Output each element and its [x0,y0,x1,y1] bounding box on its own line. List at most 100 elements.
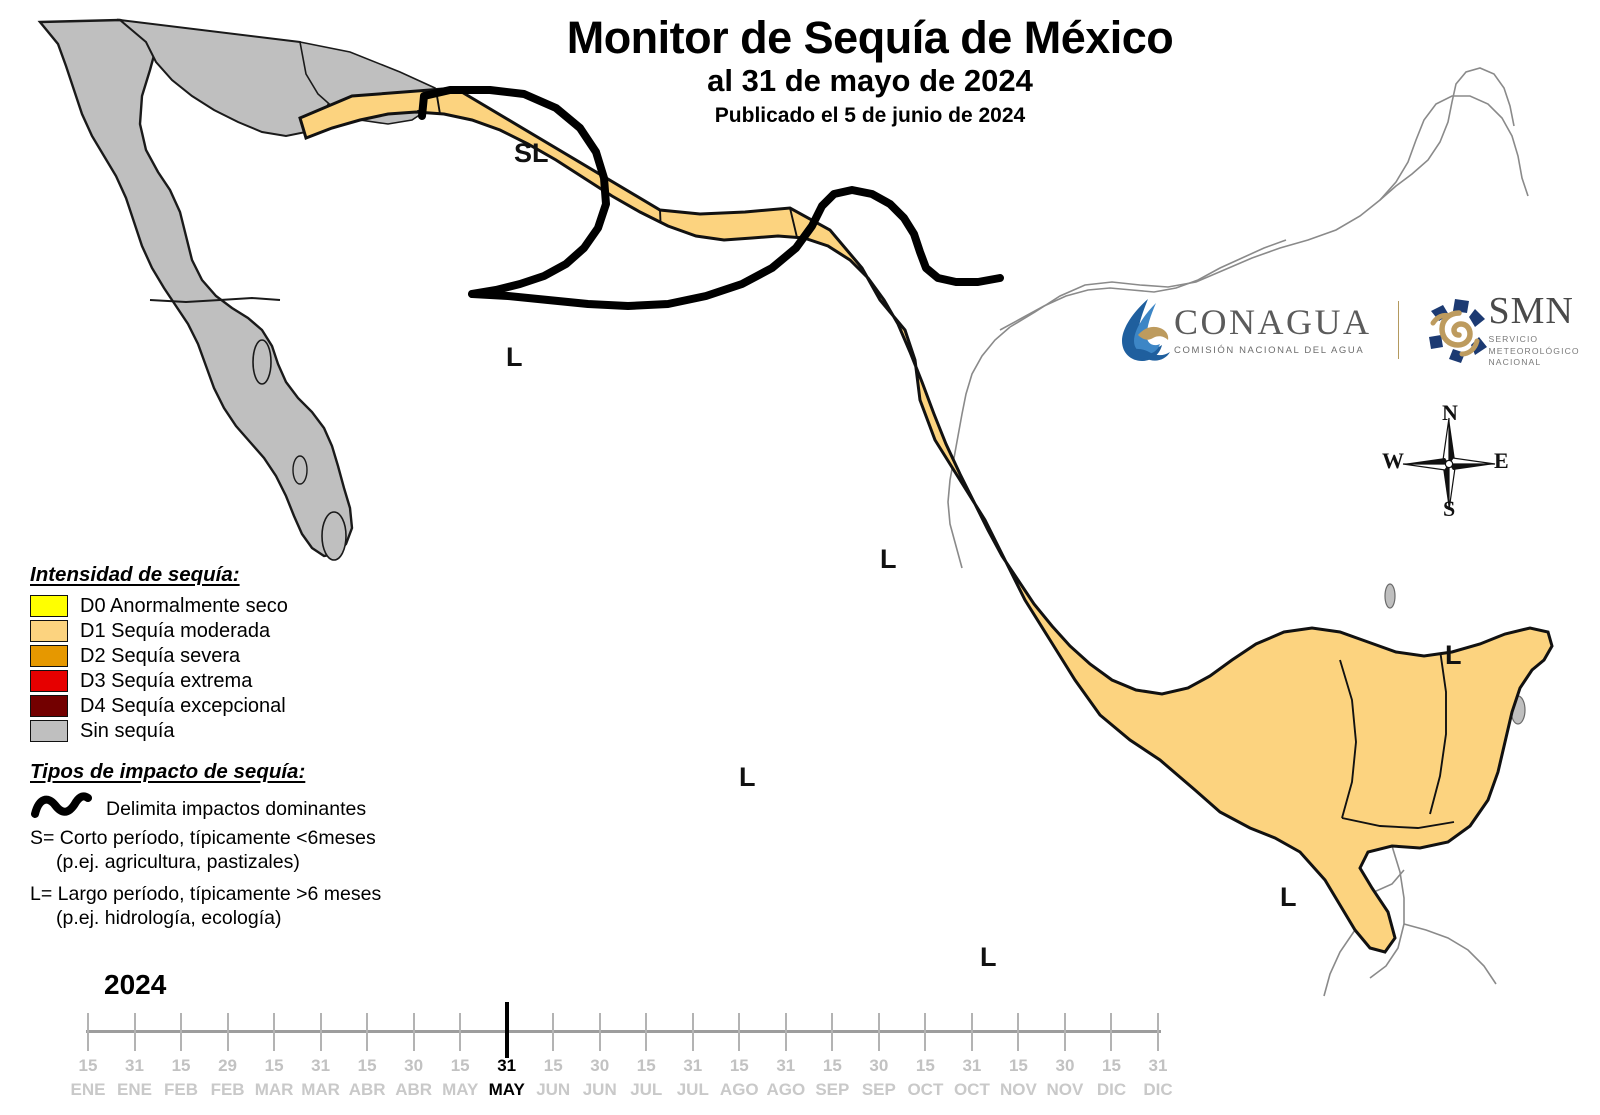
timeline-tick[interactable] [1157,1013,1159,1051]
timeline-tick[interactable] [366,1013,369,1051]
timeline-month-label: MAR [254,1080,294,1099]
timeline-day-label: 31 [497,1056,517,1075]
timeline-day-label: 15 [1008,1056,1028,1075]
drought-surface [298,86,1554,954]
timeline-day-label: 31 [683,1056,703,1075]
legend-row-nd: Sin sequía [30,718,430,743]
legend-swatch-d0 [30,594,68,617]
impact-squiggle-label: Delimita impactos dominantes [106,797,367,820]
compass-south-label: S [1443,496,1456,521]
conagua-tagline: COMISIÓN NACIONAL DEL AGUA [1174,345,1365,357]
timeline-day-label: 15 [78,1056,98,1075]
timeline-month-label: FEB [210,1080,245,1099]
timeline-day-label: 29 [218,1056,238,1075]
conagua-logo: CONAGUA COMISIÓN NACIONAL DEL AGUA [1118,295,1372,365]
timeline-tick[interactable] [87,1013,89,1051]
conagua-water-icon [1122,299,1170,362]
legend-impact-heading: Tipos de impacto de sequía: [30,760,306,783]
timeline-tick[interactable] [273,1013,276,1051]
timeline-tick[interactable] [784,1013,787,1051]
timeline-day-label: 15 [1102,1056,1121,1075]
timeline-tick[interactable] [133,1013,136,1051]
impact-squiggle-row: Delimita impactos dominantes [30,791,430,826]
legend-class-list: D0 Anormalmente seco D1 Sequía moderada D2… [30,593,430,743]
map-impact-label-l-5: L [1280,882,1297,912]
legend-row-d3: D3 Sequía extrema [30,668,430,693]
timeline-tick[interactable] [645,1013,648,1051]
timeline-day-label: 15 [450,1056,470,1075]
legend-label-d1: D1 Sequía moderada [80,619,271,642]
timeline-day-label: 15 [171,1056,191,1075]
legend: Intensidad de sequía: D0 Anormalmente se… [30,563,430,931]
smn-wordmark: SMN [1488,290,1574,332]
legend-swatch-d3 [30,669,68,692]
timeline-day-label: 30 [1055,1056,1075,1075]
compass-west-label: W [1382,448,1404,473]
timeline-day-label: 31 [311,1056,331,1075]
map-impact-label-l-4: L [980,942,997,972]
timeline-tick-current[interactable] [504,1002,509,1058]
timeline-tick[interactable] [1063,1013,1066,1051]
timeline-day-label: 15 [822,1056,842,1075]
legend-row-d0: D0 Anormalmente seco [30,593,430,618]
timeline-tick[interactable] [738,1013,741,1051]
page-subtitle: al 31 de mayo de 2024 [707,63,1033,99]
timeline-day-label: 15 [915,1056,935,1075]
timeline-tick[interactable] [459,1013,462,1051]
compass-east-label: E [1494,448,1509,473]
legend-swatch-d4 [30,694,68,717]
compass-rose: N S W E [1382,400,1512,524]
timeline-month-label: ENE [70,1080,106,1099]
timeline-day-label: 31 [125,1056,144,1075]
timeline[interactable]: 2024 15 ENE 31 ENE 15 FEB 29 FEB 15 MAR 31 MAR 15 ABR… [0,960,1600,1115]
smn-tagline: SERVICIO METEOROLÓGICO NACIONAL [1488,334,1580,368]
timeline-tick[interactable] [1017,1013,1020,1051]
smn-logo: SMN SERVICIO METEOROLÓGICO NACIONAL [1425,292,1580,369]
timeline-tick[interactable] [412,1013,415,1051]
timeline-day-label: 31 [962,1056,982,1075]
timeline-tick[interactable] [877,1013,880,1051]
title-block: Monitor de Sequía de México al 31 de may… [430,14,1310,127]
timeline-day-label: 31 [1148,1056,1168,1075]
timeline-month-label: AGO [766,1080,806,1099]
timeline-day-label: 30 [404,1056,424,1075]
timeline-tick[interactable] [598,1013,601,1051]
impact-short-line1: S= Corto período, típicamente <6meses [30,827,376,849]
impact-boundary-lines [418,86,1004,310]
timeline-tick[interactable] [831,1013,834,1051]
legend-row-d1: D1 Sequía moderada [30,618,430,643]
timeline-month-label: FEB [164,1080,199,1099]
legend-label-d3: D3 Sequía extrema [80,669,253,692]
timeline-tick[interactable] [552,1013,555,1051]
timeline-day-label: 15 [264,1056,284,1075]
timeline-tick[interactable] [924,1013,927,1051]
logo-divider [1397,301,1399,360]
timeline-year: 2024 [104,969,167,1000]
timeline-tick[interactable] [970,1013,973,1051]
legend-swatch-nd [30,719,68,742]
map-impact-label-l-3: L [739,762,756,792]
map-impact-label-l-6: L [1445,640,1462,670]
drought-map[interactable] [0,0,1600,1010]
timeline-day-label: 15 [357,1056,377,1075]
timeline-month-label: MAY [488,1080,525,1099]
timeline-tick[interactable] [1110,1013,1113,1051]
timeline-tick[interactable] [319,1013,322,1051]
legend-label-d0: D0 Anormalmente seco [80,594,288,617]
logo-bar: CONAGUA COMISIÓN NACIONAL DEL AGUA [1118,292,1580,369]
timeline-day-label: 15 [729,1056,749,1075]
timeline-month-label: JUL [630,1080,663,1099]
impact-long-line1: L= Largo período, típicamente >6 meses [30,882,382,905]
timeline-month-label: NOV [1046,1080,1084,1099]
legend-label-d4: D4 Sequía excepcional [80,694,286,717]
legend-row-d4: D4 Sequía excepcional [30,693,430,718]
timeline-month-label: MAY [442,1080,479,1099]
legend-label-d2: D2 Sequía severa [80,644,241,667]
timeline-month-label: ABR [348,1080,386,1099]
timeline-tick[interactable] [180,1013,183,1051]
timeline-month-label: SEP [861,1080,896,1099]
timeline-tick[interactable] [226,1013,229,1051]
legend-label-nd: Sin sequía [80,719,175,742]
timeline-tick[interactable] [691,1013,694,1051]
